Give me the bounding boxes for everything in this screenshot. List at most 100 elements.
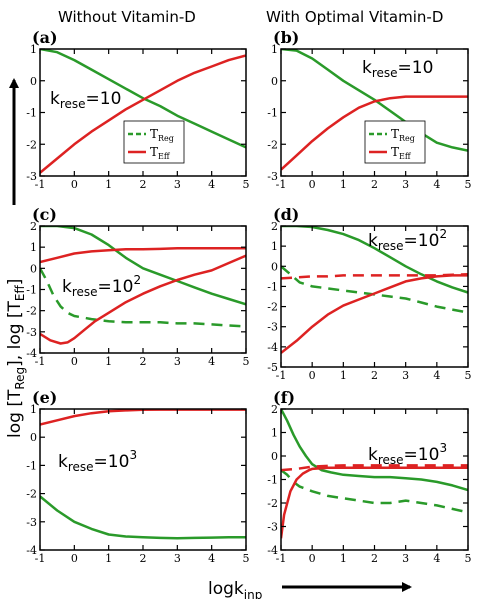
y-tick-label: -3 [267,321,278,334]
y-tick-label: -3 [26,326,37,339]
x-tick-label: 5 [465,178,472,191]
y-tick-label: -3 [267,170,278,183]
k-rese-annotation: krese=103 [58,448,137,474]
y-tick-label: 0 [30,75,37,88]
x-tick-label: 5 [243,552,250,565]
y-tick-label: 1 [271,240,278,253]
x-axis-label: logkinp [208,579,262,599]
column-title-right: With Optimal Vitamin-D [266,8,443,26]
series-teff-solid-3 [281,466,468,539]
x-tick-label: -1 [35,355,46,368]
x-tick-label: 3 [402,552,409,565]
y-tick-label: 0 [271,450,278,463]
y-tick-label: -1 [26,107,37,120]
x-tick-label: 2 [371,552,378,565]
x-tick-label: 0 [309,552,316,565]
y-tick-label: -5 [267,361,278,374]
k-rese-annotation: krese=102 [368,227,447,253]
legend-label-teff: TEff [150,145,171,161]
y-tick-label: 0 [30,431,37,444]
legend-label-treg: TReg [391,127,415,143]
legend: TReg TEff [364,120,426,164]
k-rese-annotation: krese=102 [62,273,141,299]
y-tick-label: 0 [271,260,278,273]
legend-label-treg: TReg [150,127,174,143]
k-rese-annotation: krese=10 [362,58,433,80]
x-tick-label: 4 [433,552,440,565]
panel-a: (a) -1 0 1 2 3 4 5 -3 -2 -1 0 1 krese=10 TReg TEff [26,28,249,191]
x-tick-label: 2 [371,178,378,191]
x-tick-label: 0 [309,369,316,382]
x-tick-label: 4 [433,369,440,382]
panel-label: (d) [273,205,299,224]
x-tick-label: 1 [340,178,347,191]
series-treg-solid-1 [40,495,246,540]
x-tick-label: 4 [208,178,215,191]
y-tick-label: -4 [26,544,37,557]
x-tick-label: 5 [243,178,250,191]
legend: TReg TEff [123,120,185,164]
x-tick-label: 5 [243,355,250,368]
x-tick-label: 3 [402,178,409,191]
y-tick-label: 1 [271,427,278,440]
panel-label: (c) [32,205,57,224]
y-tick-label: -3 [26,170,37,183]
legend-label-teff: TEff [391,145,412,161]
series-treg-dashed-1 [281,469,468,514]
y-tick-label: 2 [271,220,278,233]
y-axis-label: log [TReg], log [TEff] [5,279,27,438]
y-tick-label: -3 [267,521,278,534]
series-teff-solid-1 [40,54,246,174]
x-tick-label: 1 [340,369,347,382]
x-tick-label: 1 [105,355,112,368]
series-teff-dashed-2 [281,273,468,280]
k-rese-annotation: krese=10 [50,89,121,111]
x-tick-label: 2 [140,355,147,368]
x-tick-label: 1 [340,552,347,565]
x-tick-label: -1 [276,552,287,565]
x-tick-label: 5 [465,369,472,382]
series-teff-solid-3 [281,274,468,354]
y-tick-label: 0 [271,75,278,88]
column-title-left: Without Vitamin-D [58,8,196,26]
panel-c: (c) -1 0 1 2 3 4 5 -4 -3 -2 -1 0 1 2 krese=102 [26,205,249,368]
x-tick-label: 0 [71,178,78,191]
series-teff-solid-2 [40,246,246,264]
legend-box [364,120,426,164]
panel-label: (b) [273,28,299,47]
x-tick-label: 1 [105,178,112,191]
x-tick-label: -1 [35,552,46,565]
x-tick-label: 3 [402,369,409,382]
series-teff-solid-1 [281,95,468,171]
y-tick-label: -2 [267,497,278,510]
x-tick-label: 3 [174,355,181,368]
x-tick-label: 0 [71,552,78,565]
series-treg-solid-0 [281,409,468,492]
k-rese-annotation: krese=103 [368,441,447,467]
y-tick-label: -1 [267,107,278,120]
panel-d: (d) -1 0 1 2 3 4 5 -5 -4 -3 -2 -1 0 1 2 krese=102 [267,205,471,382]
y-tick-label: -4 [267,341,278,354]
x-tick-label: -1 [35,178,46,191]
panel-e: (e) -1 0 1 2 3 4 5 -4 -3 -2 -1 0 1 krese=103 [26,388,249,565]
y-tick-label: -1 [26,284,37,297]
x-tick-label: 3 [174,178,181,191]
x-tick-label: 1 [105,552,112,565]
series-teff-dashed-2 [281,464,468,472]
y-tick-label: -2 [267,301,278,314]
y-tick-label: -2 [267,138,278,151]
x-tick-label: 3 [174,552,181,565]
x-tick-label: 2 [371,369,378,382]
x-tick-label: 0 [71,355,78,368]
series-treg-solid-0 [281,49,468,152]
y-tick-label: -1 [26,459,37,472]
y-tick-label: 1 [30,403,37,416]
series-treg-dashed-1 [281,265,468,314]
x-tick-label: -1 [276,178,287,191]
y-tick-label: -1 [267,280,278,293]
x-tick-label: 4 [208,552,215,565]
y-tick-label: -1 [267,474,278,487]
y-tick-label: 0 [30,262,37,275]
y-tick-label: -2 [26,138,37,151]
